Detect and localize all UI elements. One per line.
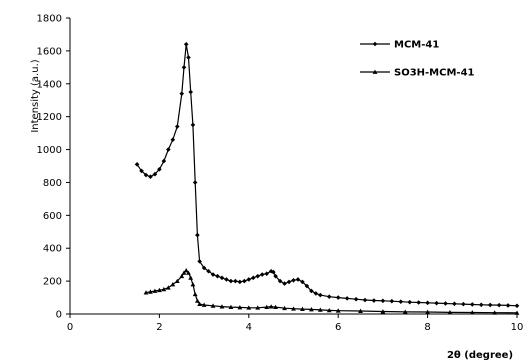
x-tick-label: 10 bbox=[511, 322, 524, 333]
series-1-point bbox=[488, 303, 493, 308]
series-1-point bbox=[434, 301, 439, 306]
series-1-point bbox=[291, 278, 296, 283]
series-2-point bbox=[191, 282, 196, 286]
series-1-point bbox=[381, 299, 386, 304]
series-1-point bbox=[416, 300, 421, 305]
series-1-point bbox=[398, 299, 403, 304]
series-1 bbox=[135, 42, 520, 308]
legend-label: MCM-41 bbox=[394, 40, 439, 51]
series-1-point bbox=[171, 137, 176, 142]
series-1-point bbox=[224, 277, 229, 282]
series-1-point bbox=[515, 303, 520, 308]
series-1-point bbox=[255, 274, 260, 279]
series-1-point bbox=[425, 301, 430, 306]
y-tick-label: 200 bbox=[43, 277, 62, 288]
series-1-point bbox=[220, 276, 225, 281]
series-1-point bbox=[195, 233, 200, 238]
series-1-point bbox=[191, 123, 196, 128]
series-1-point bbox=[497, 303, 502, 308]
legend-label: SO3H-MCM-41 bbox=[394, 68, 475, 79]
series-1-point bbox=[407, 300, 412, 305]
series-1-point bbox=[238, 280, 243, 285]
series-1-point bbox=[345, 296, 350, 301]
y-tick-label: 1000 bbox=[37, 145, 62, 156]
series-1-point bbox=[314, 291, 319, 296]
legend: MCM-41 SO3H-MCM-41 bbox=[360, 40, 475, 79]
y-axis-title: Intensity (a.u.) bbox=[30, 59, 41, 132]
series-1-point bbox=[162, 159, 167, 164]
series-1-point bbox=[318, 293, 323, 298]
x-tick-label: 6 bbox=[335, 322, 341, 333]
series-1-point bbox=[184, 42, 189, 47]
series-1-point bbox=[166, 147, 171, 152]
series-1-point bbox=[242, 279, 247, 284]
x-axis-title: 2θ (degree) bbox=[447, 350, 513, 361]
series-1-point bbox=[282, 281, 287, 286]
series-1-point bbox=[372, 298, 377, 303]
x-tick-label: 0 bbox=[67, 322, 73, 333]
series-1-point bbox=[193, 180, 198, 185]
series-2-line bbox=[146, 270, 517, 312]
y-tick-label: 0 bbox=[56, 310, 62, 321]
series-1-point bbox=[260, 272, 265, 277]
series-2-point bbox=[195, 298, 200, 302]
series-1-point bbox=[461, 302, 466, 307]
series-1-point bbox=[354, 297, 359, 302]
y-tick-label: 600 bbox=[43, 211, 62, 222]
series-1-point bbox=[215, 274, 220, 279]
series-1-point bbox=[182, 65, 187, 70]
series-1-point bbox=[363, 298, 368, 303]
series-1-point bbox=[175, 124, 180, 129]
series-1-point bbox=[233, 279, 238, 284]
series-1-point bbox=[390, 299, 395, 304]
series-1-point bbox=[229, 279, 234, 284]
x-tick-label: 2 bbox=[156, 322, 162, 333]
series-1-point bbox=[148, 174, 153, 179]
series-1-point bbox=[479, 302, 484, 307]
series-2 bbox=[144, 268, 520, 315]
y-tick-label: 1600 bbox=[37, 46, 62, 57]
y-tick-label: 400 bbox=[43, 244, 62, 255]
legend-entry-1: MCM-41 bbox=[360, 40, 439, 51]
y-tick-label: 1800 bbox=[37, 14, 62, 25]
series-2-point bbox=[193, 292, 198, 296]
series-1-line bbox=[137, 44, 517, 306]
series-2-point bbox=[188, 275, 193, 279]
series-1-point bbox=[506, 303, 511, 308]
legend-entry-2: SO3H-MCM-41 bbox=[360, 68, 475, 79]
series-1-point bbox=[327, 294, 332, 299]
legend-swatch-marker bbox=[373, 42, 378, 47]
series-1-point bbox=[179, 91, 184, 96]
series-1-point bbox=[296, 277, 301, 282]
series-1-point bbox=[336, 295, 341, 300]
series-1-point bbox=[186, 55, 191, 60]
series-1-point bbox=[452, 302, 457, 307]
series-1-point bbox=[188, 90, 193, 95]
plot-area bbox=[135, 42, 520, 315]
series-1-point bbox=[470, 302, 475, 307]
x-tick-label: 8 bbox=[424, 322, 430, 333]
series-1-point bbox=[264, 271, 269, 276]
series-1-point bbox=[287, 280, 292, 285]
series-1-point bbox=[247, 277, 252, 282]
x-tick-label: 4 bbox=[246, 322, 252, 333]
y-tick-label: 800 bbox=[43, 178, 62, 189]
series-1-point bbox=[251, 276, 256, 281]
series-1-point bbox=[443, 301, 448, 306]
